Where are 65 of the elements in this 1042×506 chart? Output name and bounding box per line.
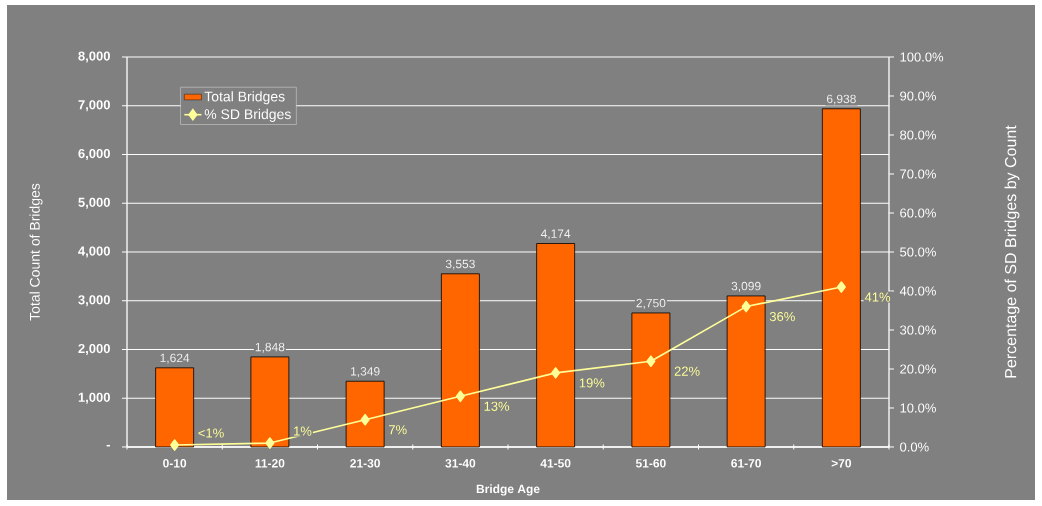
data-label: 1% [294,426,312,436]
bar [345,380,385,448]
x-tick-label: 0-10 [163,459,187,468]
data-label: 3,553 [445,259,475,270]
y-tick-label: 2,000 [78,343,110,356]
data-label: 22% [674,366,700,376]
y2-tick-label: 50.0% [900,247,936,257]
data-label: 1,624 [160,353,190,364]
point [360,413,370,426]
y2-tick-label: 70.0% [900,169,936,179]
y2-tick-label: 80.0% [900,130,936,140]
x-axis-title: Bridge Age [476,484,540,496]
data-label: 4,174 [540,229,571,240]
y-tick-label: 4,000 [78,246,110,258]
point [741,300,751,313]
bar [821,108,861,448]
point [646,355,656,367]
y2-tick-label: 60.0% [900,208,936,218]
data-label: 7% [389,425,407,435]
y-tick-label: 3,000 [78,295,110,307]
data-label: 6,938 [826,94,856,105]
bar [631,312,671,448]
data-label: 2,750 [636,298,666,309]
y2-tick-label: 90.0% [900,91,936,101]
point [455,390,465,403]
y2-tick-label: 100.0% [900,52,944,62]
y2-axis-title: Percentage of SD Bridges by Count [1004,125,1020,378]
point [551,367,561,379]
point [836,281,846,293]
x-tick-label: 61-70 [731,459,761,468]
bar [440,273,480,448]
data-label: 41% [864,292,891,302]
x-tick-label: >70 [831,459,852,468]
y2-tick-label: 40.0% [899,286,936,296]
legend-label: % SD Bridges [204,108,291,122]
y2-tick-label: 0.0% [900,442,929,452]
y-tick-label: 8,000 [78,51,110,63]
bar [250,356,290,448]
data-label: 36% [769,311,795,322]
y2-tick-label: 10.0% [900,403,936,413]
y-tick-label: - [106,444,110,447]
data-label: 1,349 [351,367,380,378]
bar [155,367,195,448]
x-tick-label: 51-60 [635,459,666,468]
y-tick-label: 5,000 [78,197,110,209]
data-label: 19% [579,378,605,388]
data-label: 13% [484,401,510,411]
point [170,439,180,451]
x-tick-label: 41-50 [540,459,571,468]
data-label: 1,848 [255,342,285,353]
y-tick-label: 1,000 [78,392,110,404]
legend-label: Total Bridges [204,91,285,105]
x-tick-label: 31-40 [445,459,476,468]
y-tick-label: 6,000 [78,148,110,161]
x-tick-label: 11-20 [255,459,285,468]
point [265,437,275,449]
y-tick-label: 7,000 [78,100,110,112]
bar [726,295,766,448]
data-label: <1% [198,428,224,438]
bar [536,243,576,448]
y2-tick-label: 30.0% [900,325,936,335]
x-tick-label: 21-30 [350,459,380,468]
data-label: 3,099 [731,281,761,292]
y2-tick-label: 20.0% [900,364,936,374]
y-axis-title: Total Count of Bridges [29,183,43,321]
